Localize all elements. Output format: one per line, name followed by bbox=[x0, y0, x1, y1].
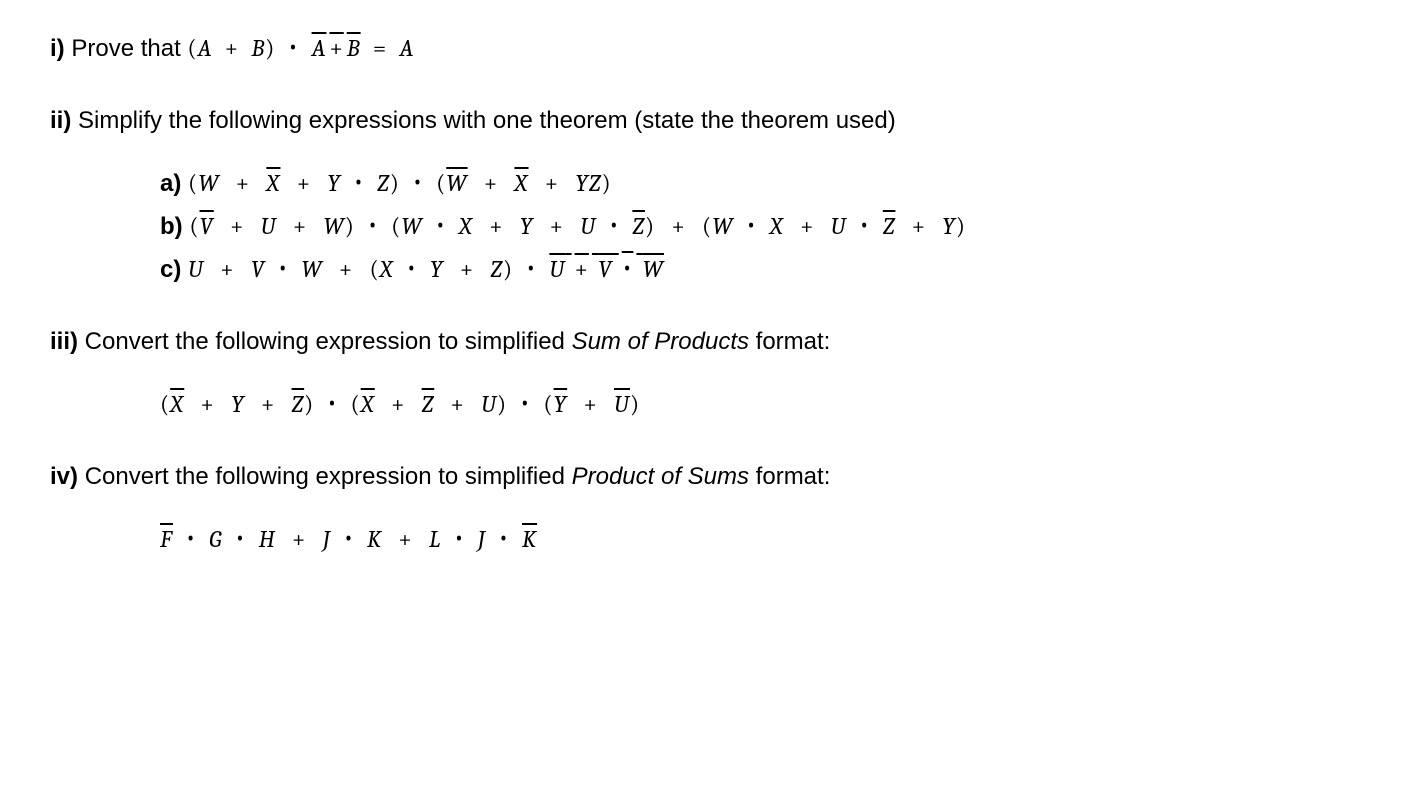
text-iv-em: Product of Sums bbox=[572, 463, 749, 490]
subparts-ii: a) (W + X + Y • Z) • (W + X + YZ) b) (V … bbox=[160, 165, 1369, 288]
label-i: i) bbox=[50, 35, 65, 62]
text-ii: Simplify the following expressions with … bbox=[78, 107, 896, 134]
text-iv-prefix: Convert the following expression to simp… bbox=[85, 463, 572, 490]
label-iii: iii) bbox=[50, 328, 78, 355]
overline-A-plus-B: A+B bbox=[312, 34, 361, 62]
label-a: a) bbox=[160, 170, 181, 197]
math-iii: (X + Y + Z) • (X + Z + U) • (Y + U) bbox=[160, 388, 640, 418]
math-iii-wrap: (X + Y + Z) • (X + Z + U) • (Y + U) bbox=[160, 386, 1369, 423]
label-iv: iv) bbox=[50, 463, 78, 490]
question-ii: ii) Simplify the following expressions w… bbox=[50, 103, 1369, 288]
question-i: i) Prove that (A + B) • A+B = A bbox=[50, 30, 1369, 67]
question-iv: iv) Convert the following expression to … bbox=[50, 459, 1369, 558]
subpart-b: b) (V + U + W) • (W • X + Y + U • Z) + (… bbox=[160, 208, 1369, 245]
text-iii-prefix: Convert the following expression to simp… bbox=[85, 328, 572, 355]
text-iv-suffix: format: bbox=[749, 463, 830, 490]
text-i-prefix: Prove that bbox=[71, 35, 187, 62]
math-a: (W + X + Y • Z) • (W + X + YZ) bbox=[188, 167, 612, 197]
subpart-a: a) (W + X + Y • Z) • (W + X + YZ) bbox=[160, 165, 1369, 202]
label-b: b) bbox=[160, 213, 183, 240]
label-c: c) bbox=[160, 256, 181, 283]
math-iv-wrap: F • G • H + J • K + L • J • K bbox=[160, 521, 1369, 558]
subpart-c: c) U + V • W + (X • Y + Z) • U + V • W bbox=[160, 251, 1369, 288]
overline-UVW: U + V • W bbox=[549, 253, 664, 283]
math-iv: F • G • H + J • K + L • J • K bbox=[160, 523, 537, 553]
overline-x-icon: X bbox=[266, 169, 280, 197]
text-iii-suffix: format: bbox=[749, 328, 830, 355]
text-iii-em: Sum of Products bbox=[572, 328, 749, 355]
label-ii: ii) bbox=[50, 107, 71, 134]
math-c: U + V • W + (X • Y + Z) • U + V • W bbox=[188, 253, 664, 283]
math-i: (A + B) • A+B = A bbox=[187, 32, 414, 62]
math-b: (V + U + W) • (W • X + Y + U • Z) + (W •… bbox=[189, 210, 966, 240]
question-iii: iii) Convert the following expression to… bbox=[50, 324, 1369, 423]
